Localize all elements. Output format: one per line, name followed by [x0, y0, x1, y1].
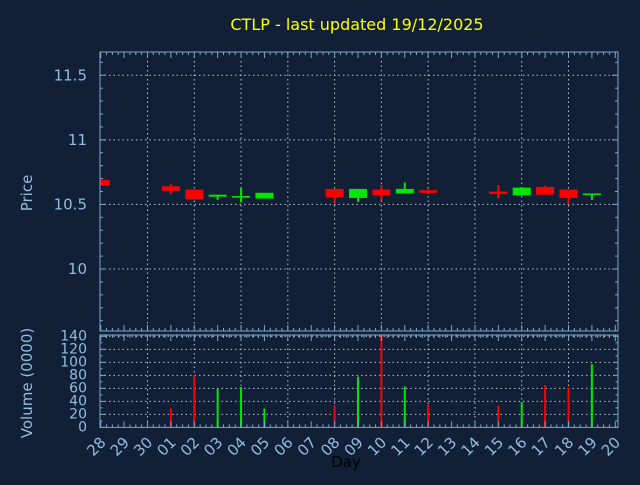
x-tick-label-17: 17 [528, 434, 554, 460]
volume-bar-12 [427, 404, 430, 428]
volume-panel [99, 334, 619, 428]
x-tick-label-30: 30 [130, 434, 156, 460]
x-tick-label-03: 03 [200, 434, 226, 460]
volume-y-tick-label-120: 120 [60, 341, 87, 357]
price-axis-title: Price [18, 175, 36, 212]
volume-bar-10 [380, 336, 383, 428]
volume-y-tick-label-60: 60 [69, 380, 87, 396]
volume-y-tick-label-20: 20 [69, 406, 87, 422]
price-y-tick-label-11: 11 [68, 131, 87, 149]
price-panel [99, 51, 619, 332]
candle-body-15 [489, 191, 508, 195]
candle-body-19 [582, 193, 601, 196]
volume-y-tick-label-0: 0 [78, 419, 87, 435]
x-tick-label-18: 18 [551, 434, 577, 460]
chart-title: CTLP - last updated 19/12/2025 [230, 15, 483, 34]
x-tick-label-06: 06 [270, 434, 296, 460]
volume-bar-05 [263, 408, 266, 428]
x-tick-label-10: 10 [364, 434, 390, 460]
volume-bar-11 [403, 386, 406, 428]
volume-bar-02 [193, 375, 196, 428]
x-tick-label-14: 14 [458, 434, 484, 460]
candle-body-18 [559, 189, 578, 198]
volume-bar-03 [216, 389, 219, 428]
volume-bar-18 [567, 387, 570, 428]
x-tick-label-12: 12 [411, 434, 437, 460]
x-tick-label-15: 15 [481, 434, 507, 460]
candle-body-12 [419, 190, 438, 193]
candles-group [100, 179, 601, 205]
x-tick-label-13: 13 [434, 434, 460, 460]
volume-plot-border [99, 334, 619, 428]
candle-body-09 [348, 188, 367, 198]
x-tick-label-28: 28 [83, 434, 109, 460]
candle-body-01 [161, 186, 180, 191]
volume-bar-04 [240, 387, 243, 428]
volume-bar-17 [544, 385, 547, 428]
x-tick-label-29: 29 [107, 434, 133, 460]
x-tick-label-19: 19 [574, 434, 600, 460]
volume-y-tick-label-140: 140 [60, 328, 87, 344]
volume-axis-title: Volume (0000) [18, 328, 36, 438]
x-tick-label-07: 07 [294, 434, 320, 460]
candle-body-04 [232, 196, 251, 198]
day-axis-title: Day [331, 453, 361, 471]
candle-body-03 [208, 194, 227, 197]
candle-body-05 [255, 192, 274, 199]
price-y-tick-label-10.5: 10.5 [54, 195, 87, 213]
candle-body-10 [372, 189, 391, 196]
x-tick-label-05: 05 [247, 434, 273, 460]
x-tick-label-20: 20 [598, 434, 624, 460]
volume-bar-09 [356, 376, 359, 428]
candle-body-28 [100, 179, 110, 186]
candle-body-08 [325, 188, 344, 198]
volume-bar-01 [169, 408, 172, 428]
volume-y-tick-label-40: 40 [69, 393, 87, 409]
volume-y-tick-label-100: 100 [60, 354, 87, 370]
volume-y-tick-label-80: 80 [69, 367, 87, 383]
x-tick-label-01: 01 [153, 434, 179, 460]
candle-body-17 [536, 186, 555, 195]
volume-bar-16 [520, 402, 523, 428]
volume-bar-15 [497, 405, 500, 428]
x-tick-label-04: 04 [224, 434, 250, 460]
candle-body-02 [185, 189, 204, 200]
x-tick-label-16: 16 [504, 434, 530, 460]
candle-body-11 [395, 188, 414, 194]
candle-body-16 [512, 187, 531, 196]
x-tick-label-11: 11 [387, 434, 413, 460]
price-y-tick-label-10: 10 [68, 260, 87, 278]
axis-tick-labels: 1010.51111.50204060801001201402829300102… [54, 66, 625, 459]
price-y-tick-label-11.5: 11.5 [54, 66, 87, 84]
volume-bar-19 [590, 364, 593, 428]
volume-bar-08 [333, 405, 336, 428]
x-tick-label-02: 02 [177, 434, 203, 460]
